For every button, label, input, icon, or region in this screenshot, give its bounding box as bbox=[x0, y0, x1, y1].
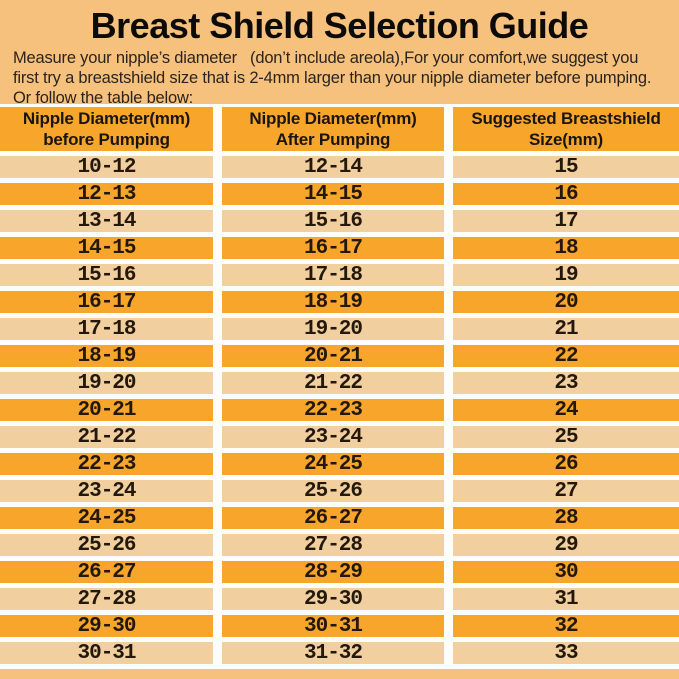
table-cell: 22-23 bbox=[222, 399, 444, 422]
column-header-after-pumping: Nipple Diameter(mm) After Pumping bbox=[222, 107, 444, 151]
table-cell: 31 bbox=[453, 588, 679, 611]
table-cell: 13-14 bbox=[0, 210, 213, 233]
table-cell: 21 bbox=[453, 318, 679, 341]
column-header-line: After Pumping bbox=[275, 130, 391, 149]
table-cell: 16 bbox=[453, 183, 679, 206]
table-cell: 19 bbox=[453, 264, 679, 287]
intro-text: Measure your nipple’s diameter (don’t in… bbox=[0, 47, 679, 108]
table-cell: 15-16 bbox=[0, 264, 213, 287]
table-cell: 27-28 bbox=[222, 534, 444, 557]
breast-shield-size-table: Nipple Diameter(mm) before Pumping Nippl… bbox=[0, 104, 679, 669]
table-cell: 19-20 bbox=[222, 318, 444, 341]
table-cell: 20-21 bbox=[0, 399, 213, 422]
table-cell: 19-20 bbox=[0, 372, 213, 395]
column-header-line: Size(mm) bbox=[529, 130, 603, 149]
table-cell: 18 bbox=[453, 237, 679, 260]
table-cell: 24 bbox=[453, 399, 679, 422]
intro-line-3: Or follow the table below: bbox=[13, 89, 194, 107]
table-cell: 32 bbox=[453, 615, 679, 638]
table-cell: 25-26 bbox=[222, 480, 444, 503]
table-cell: 10-12 bbox=[0, 156, 213, 179]
intro-line-2: first try a breastshield size that is 2-… bbox=[13, 69, 652, 87]
table-cell: 26-27 bbox=[222, 507, 444, 530]
table-cell: 24-25 bbox=[0, 507, 213, 530]
column-header-line: Nipple Diameter(mm) bbox=[22, 109, 191, 128]
table-cell: 27 bbox=[453, 480, 679, 503]
table-cell: 21-22 bbox=[222, 372, 444, 395]
table-cell: 28-29 bbox=[222, 561, 444, 584]
table-cell: 16-17 bbox=[0, 291, 213, 314]
table-cell: 15 bbox=[453, 156, 679, 179]
column-header-line: before Pumping bbox=[43, 130, 170, 149]
table-cell: 25-26 bbox=[0, 534, 213, 557]
intro-line-1: Measure your nipple’s diameter (don’t in… bbox=[13, 49, 639, 67]
table-cell: 30-31 bbox=[0, 642, 213, 665]
column-header-suggested-size: Suggested Breastshield Size(mm) bbox=[453, 107, 679, 151]
table-cell: 12-13 bbox=[0, 183, 213, 206]
table-cell: 18-19 bbox=[222, 291, 444, 314]
table-cell: 29-30 bbox=[0, 615, 213, 638]
table-cell: 26-27 bbox=[0, 561, 213, 584]
column-header-line: Nipple Diameter(mm) bbox=[249, 109, 417, 128]
table-cell: 23 bbox=[453, 372, 679, 395]
table-cell: 22-23 bbox=[0, 453, 213, 476]
table-cell: 31-32 bbox=[222, 642, 444, 665]
table-cell: 28 bbox=[453, 507, 679, 530]
table-cell: 33 bbox=[453, 642, 679, 665]
table-cell: 22 bbox=[453, 345, 679, 368]
table-cell: 21-22 bbox=[0, 426, 213, 449]
table-cell: 18-19 bbox=[0, 345, 213, 368]
table-cell: 29 bbox=[453, 534, 679, 557]
table-cell: 14-15 bbox=[0, 237, 213, 260]
table-cell: 20 bbox=[453, 291, 679, 314]
table-cell: 23-24 bbox=[222, 426, 444, 449]
table-cell: 30-31 bbox=[222, 615, 444, 638]
column-header-line: Suggested Breastshield bbox=[471, 109, 661, 128]
table-cell: 25 bbox=[453, 426, 679, 449]
table-cell: 24-25 bbox=[222, 453, 444, 476]
table-cell: 17-18 bbox=[222, 264, 444, 287]
table-cell: 27-28 bbox=[0, 588, 213, 611]
table-cell: 17-18 bbox=[0, 318, 213, 341]
table-cell: 20-21 bbox=[222, 345, 444, 368]
table-cell: 29-30 bbox=[222, 588, 444, 611]
table-cell: 30 bbox=[453, 561, 679, 584]
table-cell: 23-24 bbox=[0, 480, 213, 503]
table-cell: 15-16 bbox=[222, 210, 444, 233]
table-cell: 12-14 bbox=[222, 156, 444, 179]
table-cell: 17 bbox=[453, 210, 679, 233]
table-cell: 14-15 bbox=[222, 183, 444, 206]
column-header-before-pumping: Nipple Diameter(mm) before Pumping bbox=[0, 107, 213, 151]
table-cell: 16-17 bbox=[222, 237, 444, 260]
table-cell: 26 bbox=[453, 453, 679, 476]
page-title: Breast Shield Selection Guide bbox=[90, 5, 589, 46]
